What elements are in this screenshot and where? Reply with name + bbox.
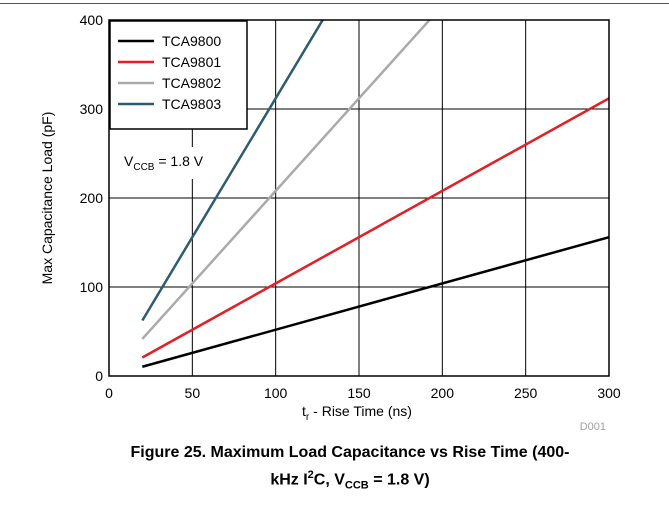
top-rule	[0, 3, 669, 4]
caption-part-a: kHz I	[270, 471, 308, 489]
x-tick-label: 250	[514, 385, 538, 401]
x-axis-label: tr - Rise Time (ns)	[302, 403, 412, 423]
legend-label: TCA9801	[162, 54, 221, 70]
vccb-annotation: VCCB = 1.8 V	[124, 153, 204, 173]
x-tick-label: 150	[347, 385, 371, 401]
annotation-rest: = 1.8 V	[154, 153, 203, 169]
annotation-sub: CCB	[133, 162, 154, 173]
series-line-tca9802	[141, 20, 432, 340]
caption-line-2: kHz I2C, VCCB = 1.8 V)	[40, 464, 660, 497]
caption-line-1: Figure 25. Maximum Load Capacitance vs R…	[130, 444, 570, 461]
y-tick-label: 400	[80, 12, 104, 28]
x-tick-label: 50	[185, 385, 201, 401]
caption-part-c: = 1.8 V)	[368, 471, 430, 489]
x-tick-label: 100	[264, 385, 288, 401]
x-tick-labels: 0 50 100 150 200 250 300	[105, 385, 621, 401]
legend-label: TCA9802	[162, 75, 221, 91]
caption-sup: 2	[307, 469, 314, 481]
legend-label: TCA9800	[162, 33, 221, 49]
y-axis-label: Max Capacitance Load (pF)	[39, 112, 55, 285]
caption-part-b: C, V	[313, 471, 345, 489]
y-tick-label: 200	[80, 190, 104, 206]
figure-caption: Figure 25. Maximum Load Capacitance vs R…	[40, 442, 660, 497]
x-axis-label-main: t	[302, 403, 306, 419]
caption-sub: CCB	[344, 479, 369, 492]
legend-box	[109, 20, 248, 130]
legend: TCA9800 TCA9801 TCA9802 TCA9803	[109, 20, 248, 130]
chart: 0 50 100 150 200 250 300 0 100 200 300 400 TCA9800…	[39, 12, 621, 433]
annotation-background	[118, 147, 210, 179]
plot-frame	[108, 19, 610, 377]
series-lines	[141, 20, 609, 368]
x-axis-label-sub: r	[306, 412, 310, 423]
x-tick-label: 0	[105, 385, 113, 401]
x-tick-label: 200	[431, 385, 455, 401]
x-axis-label-rest: - Rise Time (ns)	[309, 403, 412, 419]
figure-id: D001	[580, 421, 606, 433]
series-line-tca9803	[141, 20, 325, 322]
legend-label: TCA9803	[162, 96, 221, 112]
y-tick-labels: 0 100 200 300 400	[80, 12, 104, 384]
y-tick-label: 100	[80, 279, 104, 295]
y-tick-label: 0	[95, 368, 103, 384]
x-tick-label: 300	[597, 385, 621, 401]
annotation-main: V	[124, 153, 134, 169]
y-tick-label: 300	[80, 101, 104, 117]
series-line-tca9801	[141, 97, 609, 359]
series-line-tca9800	[141, 235, 609, 368]
